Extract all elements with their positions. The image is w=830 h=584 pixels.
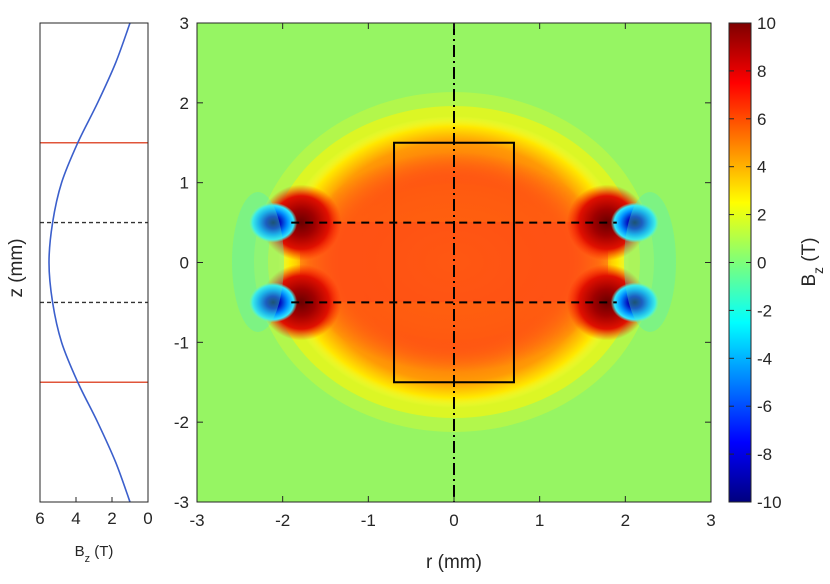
colorbar-tick-label-6: -2 [757, 301, 772, 320]
left-y-axis-label: z (mm) [6, 238, 27, 297]
left-x-tick-label-2: 2 [107, 509, 116, 528]
colorbar-tick-label-7: -4 [757, 349, 772, 368]
colorbar-tick-label-1: 8 [757, 62, 766, 81]
coil-cold-spot-1 [249, 202, 298, 243]
colorbar-tick-label-8: -6 [757, 397, 772, 416]
colorbar: 10 8 6 4 2 0 -2 -4 -6 -8 -10 Bz (T) [728, 14, 826, 512]
main-y-tick-label-6: -3 [174, 493, 189, 512]
main-x-axis-label: r (mm) [426, 552, 482, 573]
main-x-ticks: -3 -2 -1 0 1 2 3 [189, 23, 716, 530]
left-x-tick-label-1: 4 [71, 509, 80, 528]
heatmap-image [197, 23, 711, 502]
main-x-tick-label-3: 0 [449, 511, 458, 530]
main-x-tick-label-1: -2 [275, 511, 290, 530]
coil-cold-spot-0 [610, 202, 659, 243]
coil-cold-spots [249, 202, 659, 323]
coil-cold-spot-3 [249, 282, 298, 323]
map-overlays [291, 23, 617, 502]
coil-hot-spot-1 [261, 184, 342, 261]
colorbar-tick-label-4: 2 [757, 206, 766, 225]
colorbar-gradient [729, 23, 751, 502]
left-axes-box [39, 22, 149, 503]
bz-profile-line [48, 22, 131, 503]
main-y-tick-label-5: -2 [174, 413, 189, 432]
main-y-tick-label-2: 1 [180, 174, 189, 193]
coil-hot-spot-3 [261, 264, 342, 341]
colorbar-tick-label-2: 6 [757, 110, 766, 129]
left-x-ticks: 6 4 2 0 [35, 497, 153, 528]
colorbar-tick-label-10: -10 [757, 493, 782, 512]
left-plot-area [40, 23, 148, 502]
main-y-ticks: 3 2 1 0 -1 -2 -3 [174, 14, 711, 512]
colorbar-tick-label-5: 0 [757, 254, 766, 273]
left-x-tick-label-3: 0 [143, 509, 152, 528]
colorbar-label: Bz (T) [799, 237, 826, 286]
main-x-tick-label-2: -1 [361, 511, 376, 530]
coil-cold-spot-2 [610, 282, 659, 323]
main-x-tick-label-4: 1 [535, 511, 544, 530]
main-y-tick-label-3: 0 [180, 254, 189, 273]
left-x-tick-label-0: 6 [35, 509, 44, 528]
main-y-tick-label-1: 2 [180, 94, 189, 113]
colorbar-tick-label-3: 4 [757, 158, 766, 177]
left-x-axis-label: Bz (T) [75, 543, 114, 565]
main-y-tick-label-0: 3 [180, 14, 189, 33]
colorbar-tick-label-0: 10 [757, 14, 776, 33]
colorbar-tick-label-9: -8 [757, 445, 772, 464]
left-profile-panel: 6 4 2 0 z (mm) Bz (T) [6, 22, 153, 565]
main-y-tick-label-4: -1 [174, 333, 189, 352]
main-field-panel: -3 -2 -1 0 1 2 3 3 2 1 0 -1 -2 -3 r (mm) [174, 14, 716, 573]
main-x-tick-label-5: 2 [621, 511, 630, 530]
colorbar-ticks: 10 8 6 4 2 0 -2 -4 -6 -8 -10 [729, 14, 782, 512]
main-x-tick-label-0: -3 [189, 511, 204, 530]
main-x-tick-label-6: 3 [706, 511, 715, 530]
left-reference-lines [40, 142, 148, 383]
